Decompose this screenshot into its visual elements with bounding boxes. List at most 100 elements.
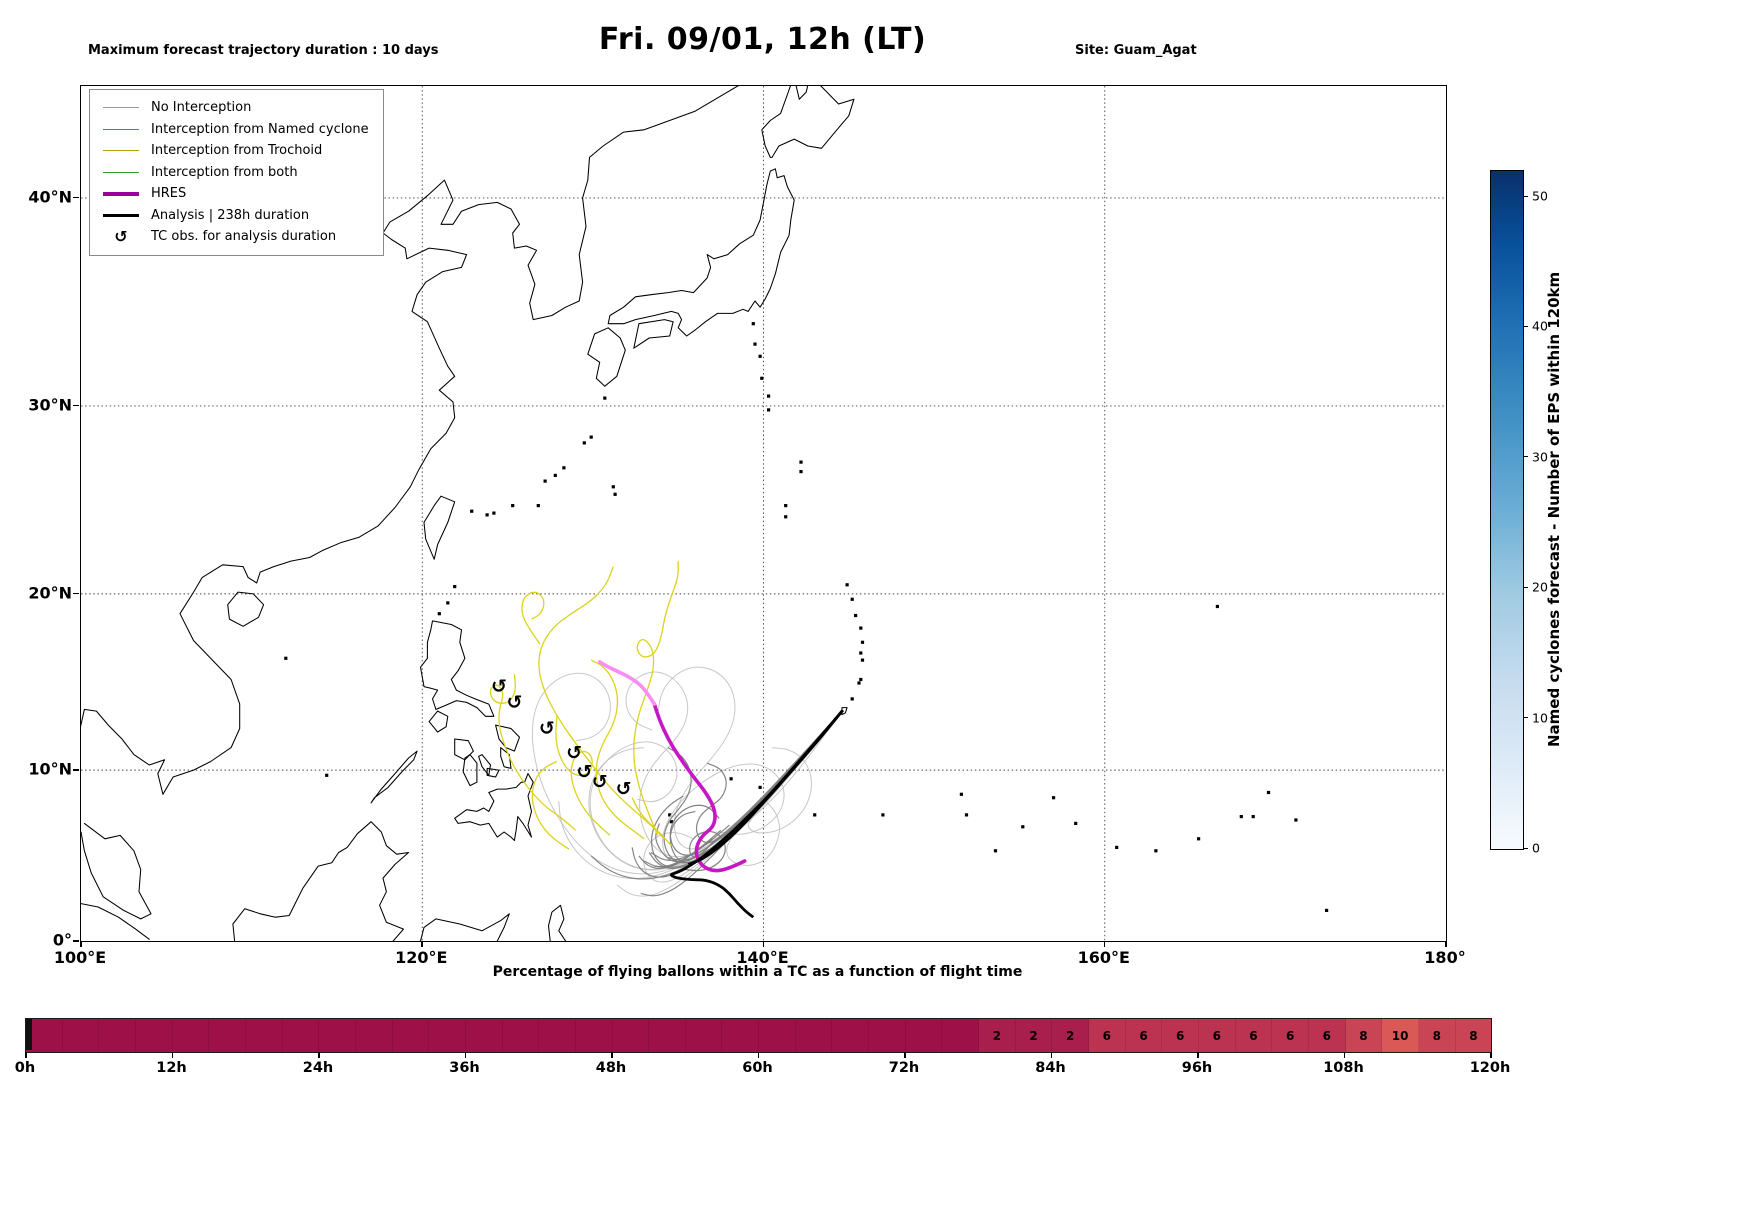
island-dot xyxy=(859,626,863,630)
colorbar-tick-mark xyxy=(1523,456,1528,458)
island-dot xyxy=(1074,821,1078,825)
coastline xyxy=(587,327,626,387)
coastline xyxy=(547,904,567,941)
strip-cell: 6 xyxy=(1125,1019,1163,1052)
legend-cyclone-icon: ↺ xyxy=(114,227,128,247)
strip-cell xyxy=(832,1019,870,1052)
x-axis-tick-label: 120°E xyxy=(395,948,448,967)
strip-cell xyxy=(135,1019,173,1052)
coastline xyxy=(370,750,418,804)
island-dot xyxy=(613,492,617,496)
coastline xyxy=(81,86,739,795)
tc-obs-symbol: ↺ xyxy=(506,691,522,713)
legend-label: Interception from both xyxy=(151,164,298,180)
island-dot xyxy=(854,613,858,618)
strip-tick-label: 96h xyxy=(1181,1060,1213,1076)
coastline xyxy=(633,319,674,349)
strip-cell xyxy=(282,1019,320,1052)
island-dot xyxy=(1239,815,1243,819)
colorbar-tick-mark xyxy=(1523,195,1528,197)
island-dot xyxy=(850,697,854,701)
island-dot xyxy=(799,460,803,464)
coastline xyxy=(795,86,809,100)
tc-percentage-strip: 2 2 2 6 6 6 6 6 6 6 8 10 8 8 xyxy=(25,1018,1492,1053)
legend-item: Analysis | 238h duration xyxy=(100,205,369,227)
island-dot xyxy=(813,813,817,817)
strip-tick-mark xyxy=(1490,1052,1492,1058)
strip-tick-mark xyxy=(757,1052,759,1058)
coastline xyxy=(478,754,492,776)
island-dot xyxy=(284,656,288,660)
strip-cell xyxy=(99,1019,136,1052)
strip-cell xyxy=(245,1019,283,1052)
island-dot xyxy=(470,509,474,513)
coastline xyxy=(81,822,152,920)
tc-obs-symbol: ↺ xyxy=(592,771,608,793)
strip-cell: 6 xyxy=(1162,1019,1199,1052)
y-axis-tick-mark xyxy=(73,769,79,771)
island-dot xyxy=(751,322,755,326)
strip-tick-label: 36h xyxy=(449,1060,480,1076)
island-dot xyxy=(881,813,885,817)
trajectory-trochoid-interception xyxy=(489,674,577,831)
trajectory-no-interception xyxy=(667,709,844,861)
legend-line-sample xyxy=(100,107,142,109)
trajectory-no-interception xyxy=(747,709,844,834)
strip-tick-mark xyxy=(318,1052,320,1058)
colorbar-tick-label: 0 xyxy=(1532,840,1540,856)
island-dot xyxy=(582,441,586,445)
strip-cell xyxy=(685,1019,723,1052)
x-axis-tick-mark xyxy=(762,941,764,947)
legend-label: TC obs. for analysis duration xyxy=(151,229,337,245)
trajectory-trochoid-interception xyxy=(555,716,611,836)
x-axis-tick-label: 100°E xyxy=(53,948,107,967)
tc-obs-symbol: ↺ xyxy=(539,718,555,740)
trajectory-trochoid-interception xyxy=(538,566,665,840)
trajectory-no-interception xyxy=(655,709,844,863)
legend-item: Interception from Trochoid xyxy=(100,140,369,162)
colorbar-label: Named cyclones forecast - Number of EPS … xyxy=(1545,271,1563,747)
legend-line-sample xyxy=(100,150,142,152)
island-dot xyxy=(729,777,733,781)
map-legend: No Interception Interception from Named c… xyxy=(89,89,384,256)
legend-label: HRES xyxy=(151,186,187,202)
legend-line xyxy=(103,150,139,152)
strip-cell xyxy=(62,1019,100,1052)
analysis-track xyxy=(687,709,844,866)
coastline xyxy=(495,724,521,752)
strip-cell xyxy=(319,1019,356,1052)
y-axis-tick-label: 10°N xyxy=(28,759,72,779)
tc-obs-symbol: ↺ xyxy=(491,676,507,698)
island-dot xyxy=(1052,796,1056,800)
strip-cell xyxy=(612,1019,650,1052)
strip-tick-label: 72h xyxy=(888,1060,920,1076)
strip-cell: 6 xyxy=(1199,1019,1236,1052)
island-dot xyxy=(1325,908,1329,912)
island-dot xyxy=(758,354,762,358)
strip-tick-label: 48h xyxy=(595,1060,627,1076)
coastline xyxy=(462,754,478,787)
colorbar-tick-label: 40 xyxy=(1532,318,1548,334)
hres-track-extension xyxy=(597,660,657,706)
island-dot xyxy=(1197,837,1201,841)
strip-tick-label: 24h xyxy=(302,1060,334,1076)
y-axis-tick-label: 20°N xyxy=(28,583,72,603)
legend-item: No Interception xyxy=(100,97,369,119)
island-dot xyxy=(553,473,557,477)
trajectory-no-interception xyxy=(631,709,844,878)
strip-tick-mark xyxy=(1197,1052,1199,1058)
legend-label: Analysis | 238h duration xyxy=(151,207,310,223)
coastline xyxy=(419,620,495,717)
strip-cell xyxy=(172,1019,210,1052)
coastline xyxy=(419,913,510,941)
colorbar-tick-label: 30 xyxy=(1532,449,1548,465)
tc-obs-symbol: ↺ xyxy=(616,778,632,800)
x-axis-tick-label: 140°E xyxy=(736,948,789,967)
site-line: Site: Guam_Agat xyxy=(1075,43,1197,58)
island-dot xyxy=(760,376,764,380)
legend-line xyxy=(103,213,139,217)
island-dot xyxy=(799,470,803,474)
strip-cell xyxy=(502,1019,540,1052)
trajectory-trochoid-interception xyxy=(631,797,672,847)
coastline xyxy=(607,168,795,337)
